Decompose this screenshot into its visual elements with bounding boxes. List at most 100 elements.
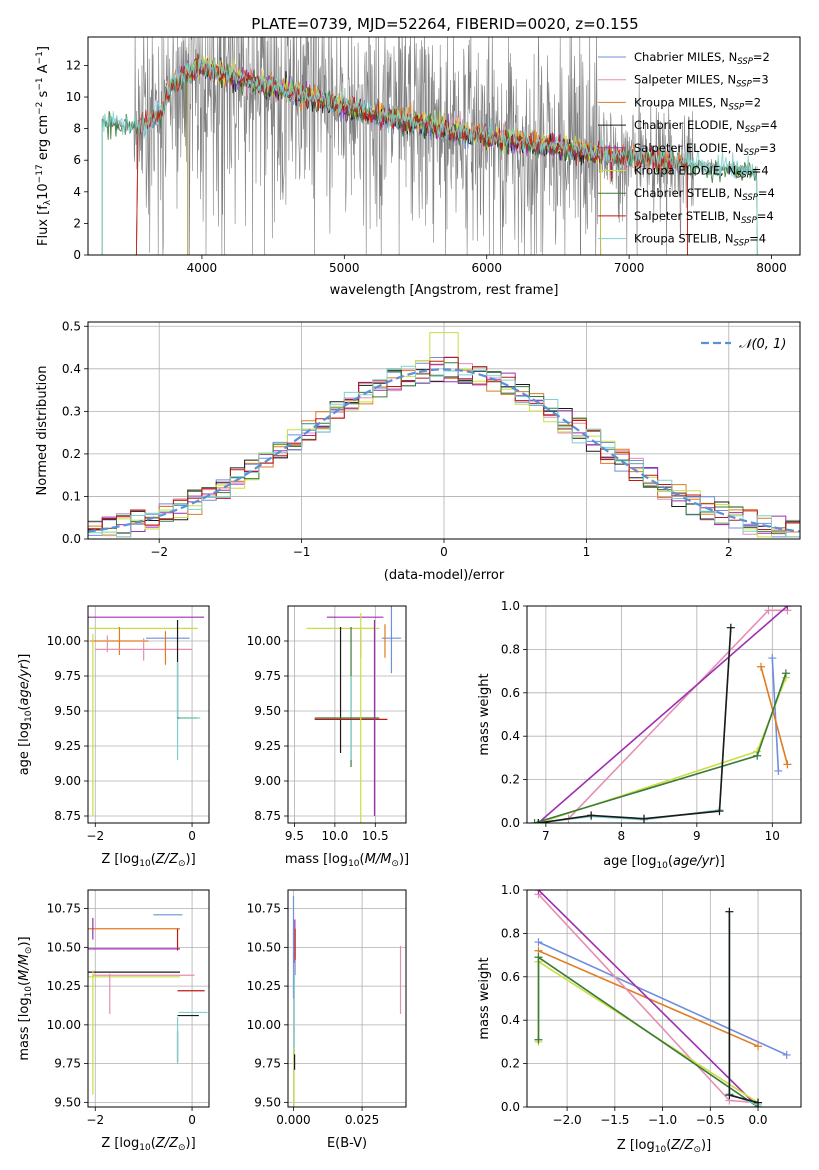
weight-marker-chabrier_stelib xyxy=(781,669,790,678)
x-axis-label: mass [log10(M/M⊙)] xyxy=(285,852,409,869)
x-axis-label: (data-model)/error xyxy=(384,568,505,583)
y-tick-label: 9.00 xyxy=(54,774,81,788)
x-tick-label: 5000 xyxy=(329,261,360,275)
x-tick-label: −1.0 xyxy=(648,1113,677,1127)
y-axis-label: mass weight xyxy=(477,673,492,755)
weight-marker-chabrier_elodie xyxy=(534,819,543,823)
legend-label-salpeter_stelib: Salpeter STELIB, NSSP=4 xyxy=(634,209,774,226)
weight-line-chabrier_miles xyxy=(771,658,780,771)
x-tick-label: −1 xyxy=(293,545,311,559)
panel-spectrum: 4000 5000 6000 7000 8000 0 2 4 6 8 10 12 wavelength … xyxy=(35,36,801,298)
weight-marker-chabrier_stelib xyxy=(534,953,543,962)
x-tick-label: −2 xyxy=(86,1113,104,1127)
y-tick-label: 10.50 xyxy=(247,940,281,954)
y-tick-label: 9.25 xyxy=(254,739,281,753)
y-axis-label: mass [log10(M/M⊙)] xyxy=(17,936,34,1060)
y-tick-label: 9.25 xyxy=(54,739,81,753)
y-tick-label: 9.50 xyxy=(254,704,281,718)
legend-label-kroupa_stelib: Kroupa STELIB, NSSP=4 xyxy=(634,232,766,249)
axes-frame xyxy=(287,605,407,824)
weight-marker-kroupa_miles xyxy=(756,662,765,671)
y-tick-label: 8.75 xyxy=(54,809,81,823)
weight-marker-chabrier_elodie xyxy=(754,1098,763,1107)
x-tick-label: 8 xyxy=(618,829,626,843)
weight-marker-chabrier_elodie xyxy=(639,814,648,823)
x-tick-label: 4000 xyxy=(187,261,218,275)
weight-marker-salpeter_miles xyxy=(764,606,773,615)
y-tick-label: 10.00 xyxy=(247,634,281,648)
x-tick-label: 10.5 xyxy=(362,829,389,843)
gaussian-legend-label: 𝒩(0, 1) xyxy=(739,337,786,352)
x-tick-label: −1.5 xyxy=(600,1113,629,1127)
plot-area xyxy=(534,890,791,1107)
weight-marker-chabrier_miles xyxy=(774,766,783,775)
plot-area xyxy=(88,616,205,816)
y-tick-label: 0 xyxy=(73,248,81,262)
y-tick-label: 0.4 xyxy=(501,729,520,743)
weight-marker-kroupa_miles xyxy=(783,760,792,769)
weight-marker-chabrier_miles xyxy=(768,654,777,663)
weight-line-salpeter_elodie xyxy=(537,606,788,823)
axes-frame xyxy=(526,605,802,824)
x-tick-label: −2.0 xyxy=(553,1113,582,1127)
y-tick-label: 6 xyxy=(73,153,81,167)
y-tick-label: 10.25 xyxy=(47,979,81,993)
x-tick-label: 0.0 xyxy=(748,1113,767,1127)
y-tick-label: 1.0 xyxy=(501,883,520,897)
y-tick-label: 10.00 xyxy=(247,1018,281,1032)
weight-marker-chabrier_stelib xyxy=(530,819,539,823)
weight-marker-chabrier_miles xyxy=(534,938,543,947)
x-tick-label: 10 xyxy=(765,829,780,843)
histogram-kroupa_stelib xyxy=(88,365,800,538)
weight-marker-chabrier_stelib xyxy=(534,1035,543,1044)
x-axis-label: wavelength [Angstrom, rest frame] xyxy=(330,283,559,298)
y-tick-label: 0.2 xyxy=(501,1057,520,1071)
y-tick-label: 9.50 xyxy=(54,1095,81,1109)
y-axis-label: mass weight xyxy=(477,957,492,1039)
y-tick-label: 9.00 xyxy=(254,774,281,788)
x-tick-label: −2 xyxy=(150,545,168,559)
panel-mass_vs_Z: −2 0 9.50 9.75 10.00 10.25 10.50 10.75 Z [log10(… xyxy=(17,889,210,1153)
legend-label-kroupa_elodie: Kroupa ELODIE, NSSP=4 xyxy=(634,164,769,181)
y-tick-label: 10 xyxy=(66,90,81,104)
y-tick-label: 0.6 xyxy=(501,686,520,700)
axes-frame xyxy=(87,36,801,256)
x-tick-label: 2 xyxy=(725,545,733,559)
x-axis-label: Z [log10(Z/Z⊙)] xyxy=(101,852,195,869)
weight-line-kroupa_miles xyxy=(760,666,789,765)
y-axis-label: Normed distribution xyxy=(35,366,50,496)
weight-marker-kroupa_miles xyxy=(754,1042,763,1051)
weight-marker-chabrier_elodie xyxy=(725,1091,734,1100)
x-tick-label: 6000 xyxy=(471,261,502,275)
y-tick-label: 0.0 xyxy=(501,1100,520,1114)
x-tick-label: 7 xyxy=(542,829,550,843)
y-tick-label: 0.0 xyxy=(501,816,520,830)
y-tick-label: 0.8 xyxy=(501,642,520,656)
y-tick-label: 0.0 xyxy=(62,532,81,546)
y-tick-label: 9.75 xyxy=(54,669,81,683)
axes-frame xyxy=(87,605,210,824)
x-axis-label: E(B-V) xyxy=(327,1136,367,1151)
plot-area xyxy=(530,606,792,823)
y-tick-label: 8.75 xyxy=(254,809,281,823)
y-tick-label: 10.75 xyxy=(47,902,81,916)
weight-marker-chabrier_elodie xyxy=(587,811,596,820)
panel-age_vs_Z: −2 0 8.75 9.00 9.25 9.50 9.75 10.00 Z [log10(Z/Z… xyxy=(17,605,210,869)
y-tick-label: 1.0 xyxy=(501,599,520,613)
axes-frame xyxy=(287,889,407,1108)
x-tick-label: 7000 xyxy=(614,261,645,275)
weight-marker-salpeter_elodie xyxy=(534,890,543,894)
axes-frame xyxy=(87,889,210,1108)
plot-area xyxy=(88,332,800,538)
y-tick-label: 0.4 xyxy=(62,362,81,376)
weight-marker-chabrier_elodie xyxy=(715,807,724,816)
legend-label-salpeter_miles: Salpeter MILES, NSSP=3 xyxy=(634,73,769,90)
gaussian-curve xyxy=(88,368,800,533)
y-tick-label: 10.75 xyxy=(247,902,281,916)
x-tick-label: 0 xyxy=(440,545,448,559)
y-tick-label: 9.50 xyxy=(54,704,81,718)
y-tick-label: 10.00 xyxy=(47,1018,81,1032)
y-tick-label: 9.75 xyxy=(254,1057,281,1071)
x-axis-label: Z [log10(Z/Z⊙)] xyxy=(101,1136,195,1153)
panels: 4000 5000 6000 7000 8000024681012wavelength … xyxy=(17,36,802,1155)
